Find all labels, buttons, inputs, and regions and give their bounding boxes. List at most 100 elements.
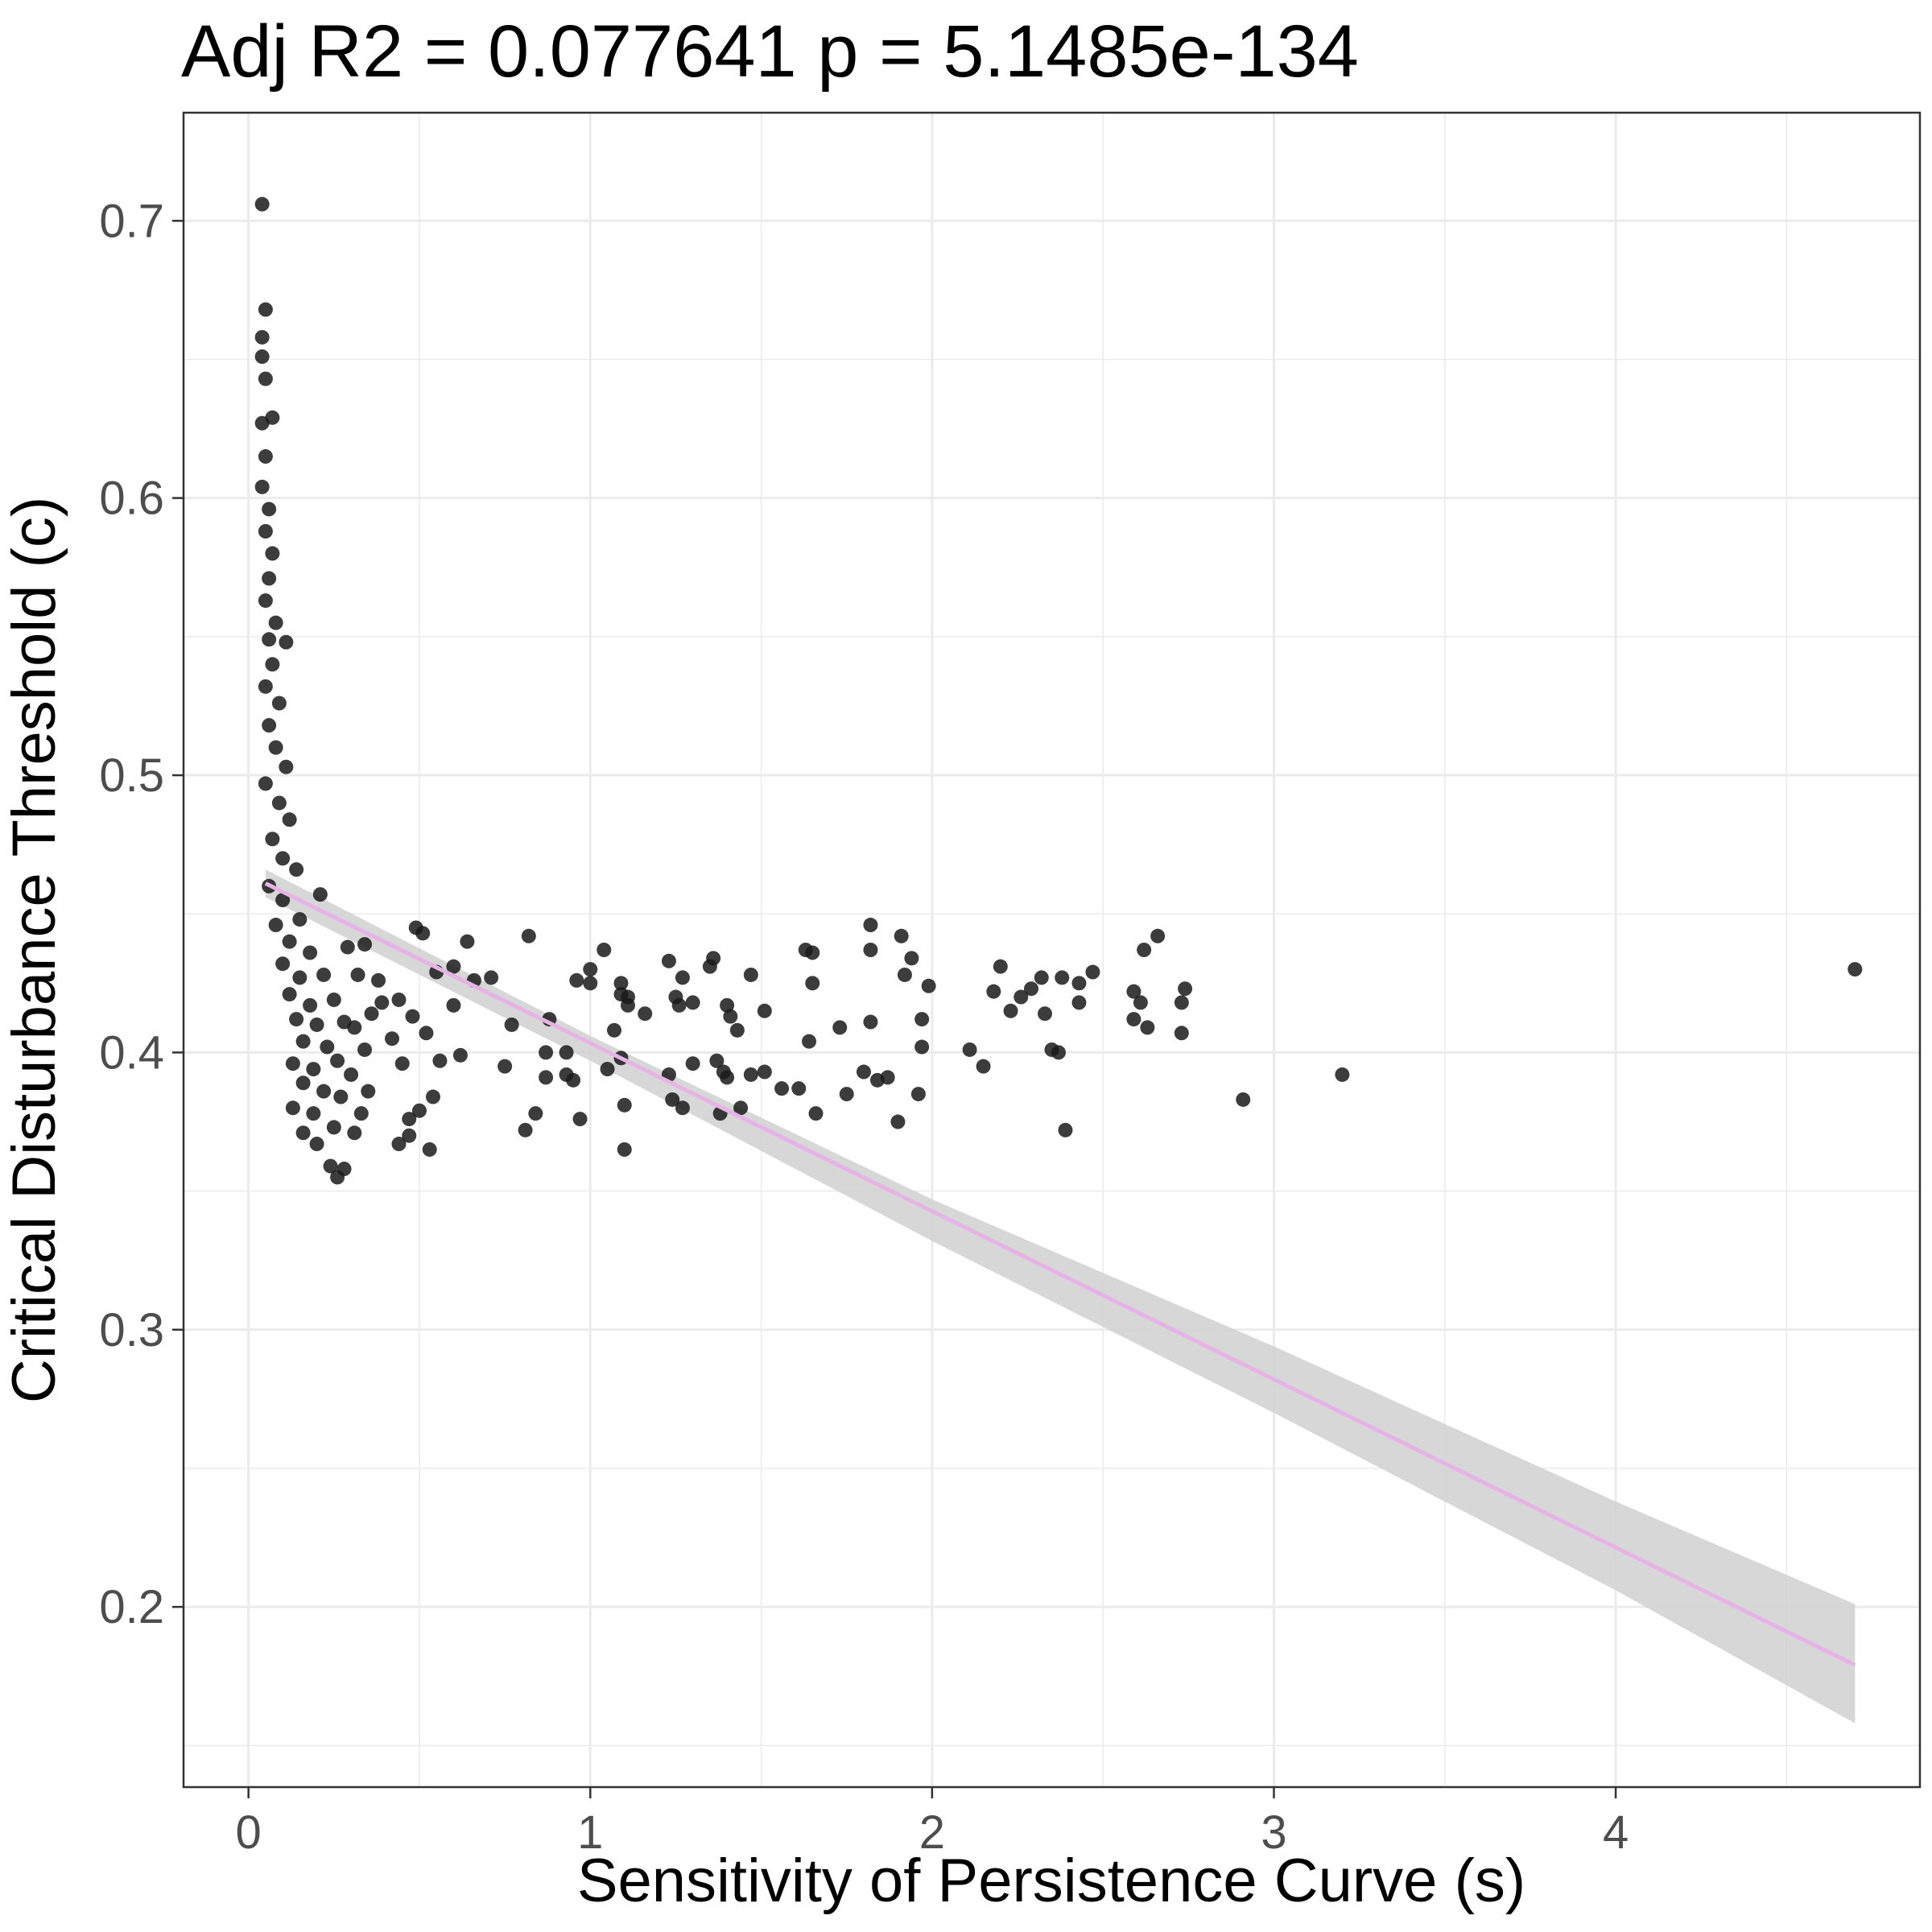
data-point [484, 970, 499, 985]
data-point [1335, 1067, 1350, 1082]
data-point [254, 479, 270, 494]
data-point [303, 997, 318, 1013]
data-point [880, 1070, 895, 1085]
data-point [340, 939, 355, 955]
data-point [743, 1067, 758, 1082]
data-point [391, 992, 407, 1007]
data-point [282, 934, 297, 949]
data-point [402, 1112, 417, 1127]
data-point [275, 851, 291, 866]
x-tick-label: 1 [577, 1806, 603, 1859]
data-point [295, 1125, 311, 1141]
data-point [275, 893, 291, 908]
data-point [1003, 1003, 1018, 1018]
data-point [757, 1003, 772, 1018]
data-point [583, 976, 598, 991]
data-point [638, 1006, 653, 1022]
data-point [374, 995, 390, 1010]
data-point [262, 718, 277, 733]
data-point [353, 1106, 369, 1121]
data-point [723, 1009, 738, 1024]
data-point [791, 1081, 807, 1096]
data-point [671, 997, 687, 1013]
data-point [402, 1128, 417, 1143]
data-point [757, 1064, 772, 1080]
data-point [258, 302, 273, 317]
points-layer [254, 196, 1863, 1185]
data-point [976, 1059, 991, 1074]
data-point [1024, 981, 1039, 997]
data-point [303, 945, 318, 960]
y-tick-label: 0.3 [99, 1304, 164, 1356]
data-point [312, 887, 328, 902]
data-point [268, 615, 283, 630]
data-point [347, 1020, 362, 1035]
data-point [254, 349, 270, 365]
data-point [1071, 976, 1087, 991]
data-point [357, 937, 373, 952]
data-point [415, 926, 431, 941]
data-point [446, 959, 461, 974]
data-point [733, 1100, 749, 1116]
data-point [258, 593, 273, 609]
data-point [566, 1072, 581, 1088]
data-point [289, 862, 304, 877]
data-point [422, 1141, 437, 1157]
data-point [316, 967, 332, 982]
data-point [720, 997, 735, 1013]
data-point [1150, 928, 1166, 943]
data-point [326, 992, 341, 1007]
data-point [743, 967, 758, 982]
data-point [460, 934, 475, 949]
data-point [309, 1017, 324, 1032]
data-point [910, 1087, 926, 1102]
y-axis: 0.2 0.3 0.4 0.5 0.6 0.7 [99, 195, 184, 1633]
data-point [890, 1114, 906, 1129]
data-point [774, 1081, 790, 1096]
data-point [411, 1103, 427, 1118]
data-point [962, 1042, 977, 1057]
data-point [419, 1026, 434, 1041]
data-point [1055, 970, 1070, 985]
data-point [914, 1012, 930, 1027]
data-point [391, 1137, 407, 1152]
data-point [371, 972, 386, 988]
data-point [597, 943, 612, 957]
data-point [385, 1031, 400, 1046]
data-point [320, 1039, 335, 1055]
data-point [268, 918, 283, 933]
data-point [268, 740, 283, 755]
data-point [292, 970, 308, 985]
data-point [394, 1056, 410, 1071]
x-tick-label: 0 [236, 1806, 262, 1859]
data-point [279, 634, 294, 650]
data-point [446, 997, 461, 1013]
data-point [336, 1162, 352, 1177]
data-point [262, 632, 277, 647]
y-tick-label: 0.2 [99, 1581, 164, 1633]
x-axis: 0 1 2 3 4 [236, 1787, 1629, 1859]
data-point [600, 1062, 615, 1077]
data-point [1847, 962, 1863, 977]
data-point [265, 832, 280, 847]
x-tick-label: 4 [1603, 1806, 1629, 1859]
data-point [285, 1100, 300, 1116]
data-point [323, 1158, 338, 1174]
data-point [279, 759, 294, 774]
data-point [497, 1059, 513, 1074]
data-point [282, 812, 297, 828]
data-point [350, 967, 365, 982]
data-point [709, 1053, 724, 1068]
x-tick-label: 2 [919, 1806, 945, 1859]
data-point [361, 1084, 376, 1099]
data-point [839, 1087, 854, 1102]
data-point [914, 1039, 930, 1055]
data-point [289, 1012, 304, 1027]
y-axis-title: Critical Disturbance Threshold (c) [0, 497, 68, 1403]
data-point [254, 415, 270, 431]
data-point [720, 1070, 735, 1085]
data-point [518, 1122, 533, 1137]
data-point [262, 571, 277, 586]
data-point [254, 329, 270, 345]
confidence-band-layer [265, 869, 1856, 1724]
